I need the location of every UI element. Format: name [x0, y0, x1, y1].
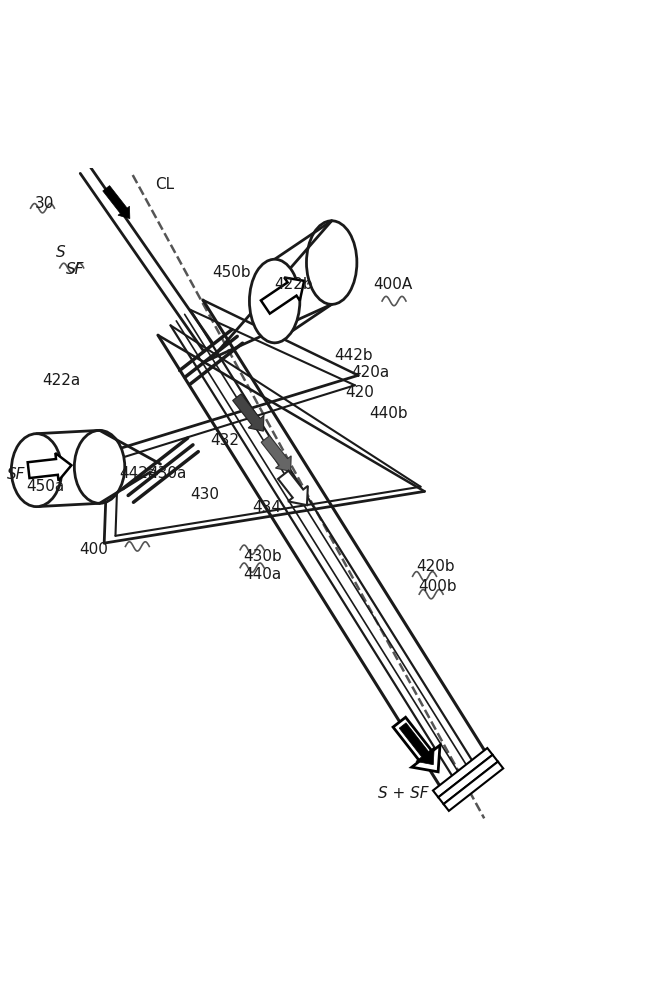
- Text: 30: 30: [35, 196, 54, 211]
- FancyArrow shape: [261, 277, 304, 314]
- Text: 450a: 450a: [27, 479, 65, 494]
- Text: 440b: 440b: [370, 406, 408, 421]
- Text: 422b: 422b: [274, 277, 313, 292]
- Ellipse shape: [250, 259, 300, 343]
- Text: CL: CL: [155, 177, 174, 192]
- Text: 434: 434: [252, 500, 281, 515]
- Text: SF: SF: [7, 467, 25, 482]
- Polygon shape: [438, 755, 498, 804]
- Text: 400b: 400b: [418, 579, 456, 594]
- Text: 430a: 430a: [149, 466, 187, 481]
- Text: SF: SF: [67, 262, 85, 277]
- Ellipse shape: [75, 430, 125, 503]
- Text: S + SF: S + SF: [378, 786, 429, 801]
- Text: 442a: 442a: [119, 466, 158, 481]
- Text: 450b: 450b: [212, 265, 251, 280]
- FancyArrow shape: [393, 717, 440, 772]
- Text: 442b: 442b: [334, 348, 373, 363]
- Text: 430b: 430b: [244, 549, 282, 564]
- Text: 420a: 420a: [352, 365, 390, 380]
- Text: 422a: 422a: [43, 373, 81, 388]
- Text: 432: 432: [210, 433, 239, 448]
- Text: 430: 430: [190, 487, 219, 502]
- Ellipse shape: [306, 221, 357, 304]
- FancyArrow shape: [28, 453, 71, 481]
- Text: 420: 420: [345, 385, 374, 400]
- FancyArrow shape: [232, 394, 264, 431]
- Ellipse shape: [11, 434, 62, 507]
- Polygon shape: [433, 748, 493, 797]
- FancyArrow shape: [278, 471, 308, 505]
- Text: 400A: 400A: [373, 277, 412, 292]
- Polygon shape: [444, 762, 503, 811]
- FancyArrow shape: [261, 436, 291, 471]
- Text: 420b: 420b: [416, 559, 454, 574]
- FancyArrow shape: [103, 186, 130, 219]
- FancyArrow shape: [399, 723, 434, 765]
- Text: 440a: 440a: [244, 567, 282, 582]
- Text: 400: 400: [80, 542, 109, 557]
- Text: S: S: [56, 245, 65, 260]
